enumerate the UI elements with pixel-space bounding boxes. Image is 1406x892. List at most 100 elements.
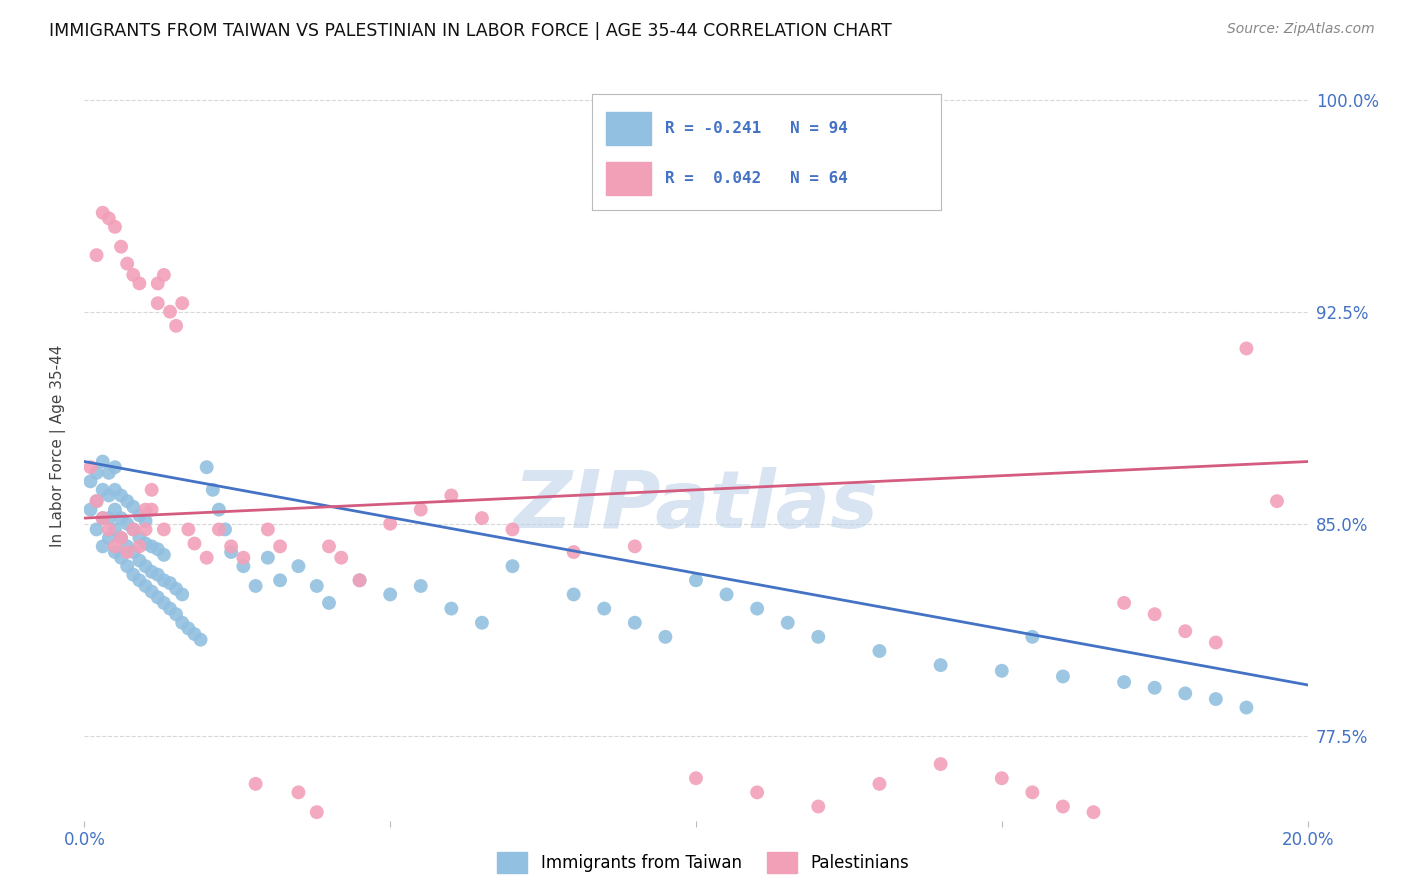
Point: [86, 248, 108, 262]
Point: [929, 757, 952, 772]
Point: [91, 511, 114, 525]
Point: [219, 545, 242, 559]
Point: [208, 502, 231, 516]
Point: [269, 574, 291, 588]
Point: [115, 516, 138, 531]
Point: [110, 550, 132, 565]
Point: [165, 607, 187, 622]
Point: [104, 523, 127, 537]
Point: [716, 587, 738, 601]
Point: [122, 523, 145, 537]
Point: [122, 500, 145, 514]
Point: [135, 514, 157, 528]
Point: [287, 785, 309, 799]
Point: [562, 587, 585, 601]
Point: [115, 494, 138, 508]
Point: [318, 540, 340, 554]
Point: [104, 483, 127, 497]
Point: [141, 483, 163, 497]
Point: [172, 296, 194, 310]
Point: [502, 559, 524, 574]
Point: [97, 466, 120, 480]
Point: [128, 553, 150, 567]
Point: [135, 502, 157, 516]
Point: [141, 584, 163, 599]
Point: [269, 540, 291, 554]
Point: [146, 591, 169, 605]
Point: [159, 304, 181, 318]
Point: [86, 523, 108, 537]
Point: [104, 219, 127, 234]
Point: [153, 268, 176, 282]
Point: [128, 574, 150, 588]
Point: [1021, 630, 1043, 644]
Text: Source: ZipAtlas.com: Source: ZipAtlas.com: [1227, 22, 1375, 37]
Point: [79, 475, 101, 489]
Point: [97, 531, 120, 545]
Point: [232, 550, 254, 565]
Point: [1205, 692, 1227, 706]
Point: [330, 550, 353, 565]
Point: [122, 545, 145, 559]
Point: [991, 664, 1014, 678]
Point: [807, 630, 830, 644]
Point: [115, 545, 138, 559]
Point: [747, 785, 769, 799]
Point: [177, 523, 200, 537]
Point: [97, 511, 120, 525]
Point: [91, 540, 114, 554]
Point: [624, 540, 647, 554]
Point: [122, 567, 145, 582]
Point: [685, 771, 707, 785]
Y-axis label: In Labor Force | Age 35-44: In Labor Force | Age 35-44: [49, 345, 66, 547]
Point: [287, 559, 309, 574]
Point: [159, 601, 181, 615]
Point: [128, 531, 150, 545]
Point: [1143, 681, 1166, 695]
Point: [115, 257, 138, 271]
Point: [153, 523, 176, 537]
Point: [747, 601, 769, 615]
Point: [128, 540, 150, 554]
Point: [115, 540, 138, 554]
Point: [190, 632, 212, 647]
Point: [1236, 700, 1258, 714]
Point: [349, 574, 371, 588]
Point: [245, 579, 267, 593]
Point: [929, 658, 952, 673]
Point: [153, 574, 176, 588]
Point: [146, 567, 169, 582]
Point: [869, 644, 891, 658]
Point: [349, 574, 371, 588]
Point: [153, 596, 176, 610]
Point: [122, 523, 145, 537]
Point: [1114, 596, 1136, 610]
Point: [110, 531, 132, 545]
Point: [79, 460, 101, 475]
Point: [115, 559, 138, 574]
Point: [91, 205, 114, 219]
Point: [201, 483, 224, 497]
Point: [195, 460, 218, 475]
Point: [104, 460, 127, 475]
Point: [195, 550, 218, 565]
Point: [110, 511, 132, 525]
Text: IMMIGRANTS FROM TAIWAN VS PALESTINIAN IN LABOR FORCE | AGE 35-44 CORRELATION CHA: IMMIGRANTS FROM TAIWAN VS PALESTINIAN IN…: [49, 22, 891, 40]
Point: [146, 277, 169, 291]
Point: [593, 601, 616, 615]
Point: [1265, 494, 1288, 508]
Text: ZIPatlas: ZIPatlas: [513, 467, 879, 545]
Point: [165, 318, 187, 333]
Point: [214, 523, 236, 537]
Point: [245, 777, 267, 791]
Point: [562, 545, 585, 559]
Point: [165, 582, 187, 596]
Point: [97, 523, 120, 537]
Point: [172, 615, 194, 630]
Point: [380, 587, 402, 601]
Point: [79, 502, 101, 516]
Point: [1083, 805, 1105, 819]
Point: [122, 268, 145, 282]
Point: [471, 615, 494, 630]
Point: [471, 511, 494, 525]
